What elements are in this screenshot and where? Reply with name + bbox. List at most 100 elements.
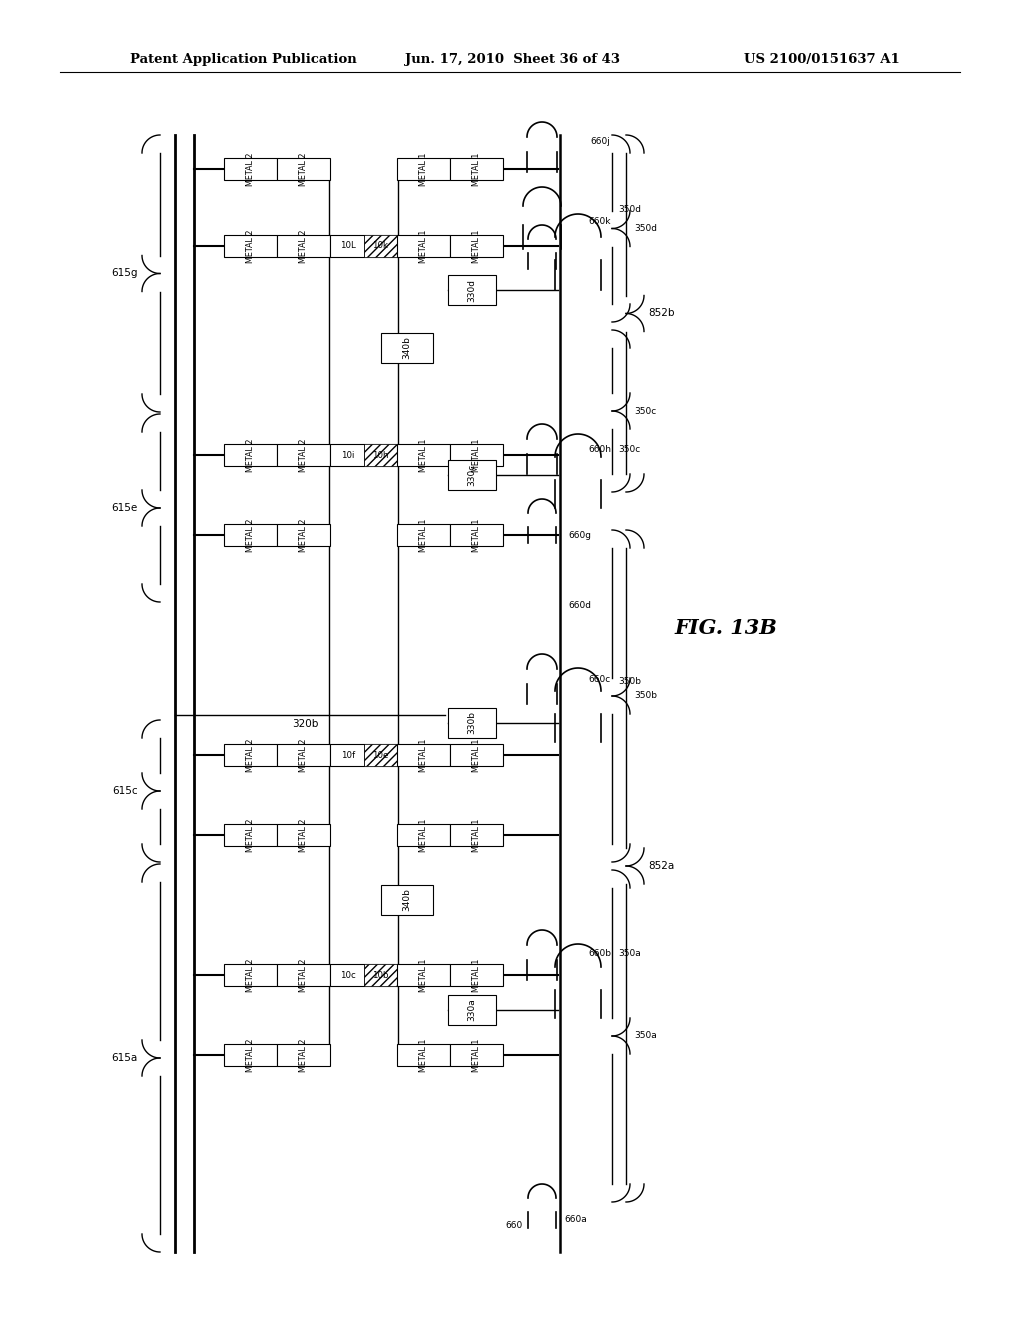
Text: 350d: 350d (634, 224, 657, 234)
Text: 350b: 350b (618, 677, 641, 686)
Text: METAL 1: METAL 1 (419, 1039, 428, 1072)
Text: METAL 1: METAL 1 (472, 1039, 481, 1072)
Text: 10c: 10c (340, 970, 356, 979)
Bar (450, 824, 503, 846)
Text: METAL 2: METAL 2 (299, 438, 308, 471)
Bar (381, 884, 433, 915)
Text: 350a: 350a (634, 1031, 656, 1040)
Bar (364, 964, 397, 986)
Bar (330, 444, 397, 466)
Text: 660j: 660j (590, 137, 610, 147)
Text: 320b: 320b (292, 719, 318, 729)
Bar (224, 824, 278, 846)
Bar (450, 158, 503, 180)
Text: 660: 660 (505, 1221, 522, 1230)
Text: 660d: 660d (568, 602, 591, 610)
Text: METAL 2: METAL 2 (246, 519, 255, 552)
Text: METAL 2: METAL 2 (299, 152, 308, 186)
Text: METAL 2: METAL 2 (246, 438, 255, 471)
Text: METAL 1: METAL 1 (419, 438, 428, 471)
Text: Jun. 17, 2010  Sheet 36 of 43: Jun. 17, 2010 Sheet 36 of 43 (404, 53, 620, 66)
Bar (397, 444, 450, 466)
Text: 10k: 10k (373, 242, 388, 251)
Bar (224, 524, 278, 546)
Text: 10L: 10L (340, 242, 356, 251)
Bar (450, 444, 503, 466)
Text: METAL 2: METAL 2 (246, 152, 255, 186)
Text: 350c: 350c (634, 407, 656, 416)
Text: 330b: 330b (468, 711, 476, 734)
Text: METAL 1: METAL 1 (419, 519, 428, 552)
Bar (397, 158, 450, 180)
Text: 330d: 330d (468, 279, 476, 301)
Bar (330, 235, 397, 257)
Bar (397, 824, 450, 846)
Bar (449, 708, 496, 738)
Bar (450, 1044, 503, 1067)
Text: METAL 2: METAL 2 (299, 958, 308, 991)
Text: Patent Application Publication: Patent Application Publication (130, 53, 356, 66)
Bar (364, 444, 397, 466)
Text: 615a: 615a (112, 1053, 138, 1063)
Text: 10f: 10f (341, 751, 355, 759)
Bar (278, 158, 330, 180)
Text: METAL 2: METAL 2 (246, 230, 255, 263)
Text: 615e: 615e (112, 503, 138, 513)
Text: 660b: 660b (588, 949, 611, 958)
Bar (224, 444, 278, 466)
Bar (450, 524, 503, 546)
Bar (330, 964, 397, 986)
Bar (278, 744, 330, 766)
Text: 340b: 340b (402, 337, 412, 359)
Bar (397, 964, 450, 986)
Bar (278, 1044, 330, 1067)
Text: METAL 2: METAL 2 (299, 1039, 308, 1072)
Text: 660k: 660k (588, 218, 610, 227)
Bar (397, 235, 450, 257)
Text: FIG. 13B: FIG. 13B (675, 618, 777, 638)
Text: METAL 1: METAL 1 (419, 818, 428, 851)
Bar (364, 235, 397, 257)
Text: 330a: 330a (468, 999, 476, 1022)
Text: METAL 1: METAL 1 (472, 818, 481, 851)
Text: 615g: 615g (112, 268, 138, 279)
Bar (278, 444, 330, 466)
Text: 660g: 660g (568, 532, 591, 540)
Text: 350d: 350d (618, 206, 641, 214)
Text: 330c: 330c (468, 463, 476, 486)
Text: METAL 2: METAL 2 (299, 519, 308, 552)
Text: 10h: 10h (372, 450, 388, 459)
Text: 10e: 10e (372, 751, 388, 759)
Bar (278, 964, 330, 986)
Bar (224, 235, 278, 257)
Text: METAL 2: METAL 2 (299, 738, 308, 772)
Text: METAL 2: METAL 2 (246, 1039, 255, 1072)
Bar (330, 744, 397, 766)
Text: METAL 1: METAL 1 (419, 738, 428, 772)
Text: METAL 2: METAL 2 (299, 818, 308, 851)
Bar (397, 524, 450, 546)
Text: METAL 2: METAL 2 (246, 738, 255, 772)
Text: 615c: 615c (113, 785, 138, 796)
Bar (278, 524, 330, 546)
Text: 350b: 350b (634, 692, 657, 701)
Text: 660h: 660h (588, 446, 611, 454)
Bar (449, 995, 496, 1026)
Bar (381, 333, 433, 363)
Text: 10i: 10i (341, 450, 354, 459)
Text: METAL 2: METAL 2 (299, 230, 308, 263)
Text: METAL 1: METAL 1 (419, 152, 428, 186)
Bar (450, 964, 503, 986)
Text: METAL 2: METAL 2 (246, 818, 255, 851)
Bar (449, 275, 496, 305)
Bar (224, 964, 278, 986)
Bar (449, 459, 496, 490)
Text: METAL 1: METAL 1 (472, 958, 481, 991)
Text: METAL 1: METAL 1 (472, 519, 481, 552)
Bar (224, 744, 278, 766)
Text: 10b: 10b (372, 970, 388, 979)
Bar (224, 158, 278, 180)
Bar (450, 235, 503, 257)
Text: METAL 1: METAL 1 (419, 958, 428, 991)
Bar (450, 744, 503, 766)
